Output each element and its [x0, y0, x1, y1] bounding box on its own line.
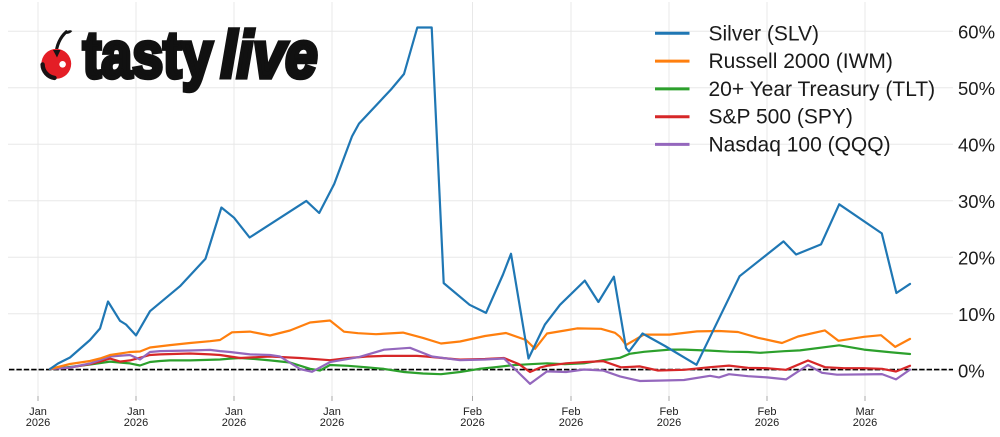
svg-text:S&P 500 (SPY): S&P 500 (SPY)	[709, 106, 853, 129]
svg-text:2026: 2026	[222, 417, 246, 429]
svg-text:Feb: Feb	[562, 406, 581, 418]
svg-text:live: live	[221, 18, 318, 92]
svg-text:Feb: Feb	[660, 406, 679, 418]
svg-text:30%: 30%	[958, 191, 995, 212]
svg-text:20+ Year Treasury (TLT): 20+ Year Treasury (TLT)	[709, 78, 936, 101]
svg-text:2026: 2026	[26, 417, 50, 429]
svg-text:2026: 2026	[559, 417, 583, 429]
svg-text:2026: 2026	[460, 417, 484, 429]
svg-text:60%: 60%	[958, 22, 995, 43]
svg-text:Jan: Jan	[225, 406, 243, 418]
svg-text:Russell 2000 (IWM): Russell 2000 (IWM)	[709, 50, 893, 73]
svg-text:tasty: tasty	[83, 18, 213, 92]
svg-text:Jan: Jan	[323, 406, 341, 418]
svg-text:2026: 2026	[853, 417, 877, 429]
svg-text:10%: 10%	[958, 304, 995, 325]
svg-text:2026: 2026	[657, 417, 681, 429]
svg-text:2026: 2026	[755, 417, 779, 429]
svg-text:0%: 0%	[958, 360, 985, 381]
svg-text:Nasdaq 100 (QQQ): Nasdaq 100 (QQQ)	[709, 133, 891, 156]
svg-text:Silver (SLV): Silver (SLV)	[709, 22, 819, 45]
svg-text:Feb: Feb	[463, 406, 482, 418]
svg-text:2026: 2026	[320, 417, 344, 429]
svg-text:Mar: Mar	[856, 406, 875, 418]
svg-text:2026: 2026	[124, 417, 148, 429]
svg-text:Jan: Jan	[127, 406, 145, 418]
svg-text:40%: 40%	[958, 135, 995, 156]
svg-text:Feb: Feb	[758, 406, 777, 418]
svg-text:50%: 50%	[958, 78, 995, 99]
svg-text:20%: 20%	[958, 247, 995, 268]
svg-text:Jan: Jan	[29, 406, 47, 418]
